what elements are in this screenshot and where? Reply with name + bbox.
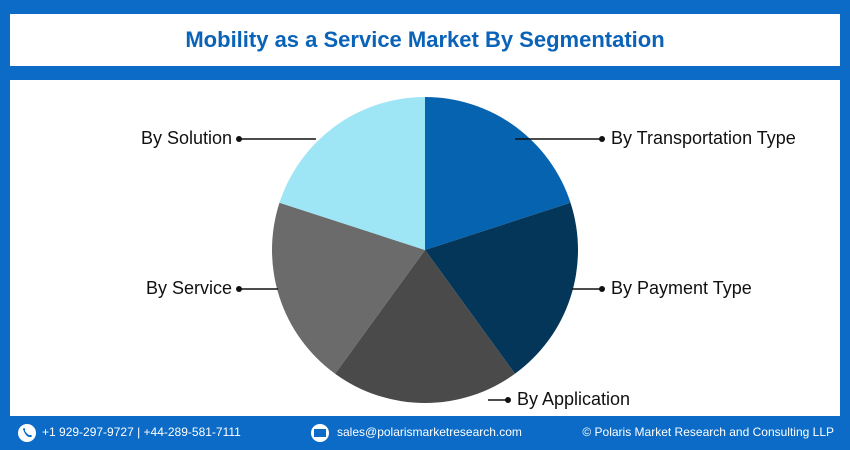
pie-slice xyxy=(425,202,578,374)
pie: By Transportation Type By Payment Type By … xyxy=(141,97,796,409)
slice-label: By Application xyxy=(517,389,630,409)
leader-dot xyxy=(236,286,242,292)
pie-slice xyxy=(279,97,425,250)
pie-slice xyxy=(425,97,571,250)
phone-glyph xyxy=(23,428,32,438)
slice-label: By Payment Type xyxy=(611,278,752,298)
pie-slice xyxy=(272,202,425,374)
leader-dot xyxy=(599,286,605,292)
footer-phone: +1 929-297-9727 | +44-289-581-7111 xyxy=(42,425,241,439)
title-box xyxy=(10,14,840,66)
slice-label: By Transportation Type xyxy=(611,128,796,148)
chart-title: Mobility as a Service Market By Segmenta… xyxy=(185,27,664,52)
phone-icon xyxy=(18,424,36,442)
footer-copyright: © Polaris Market Research and Consulting… xyxy=(582,425,834,439)
email-glyph xyxy=(314,429,326,437)
leader-dot xyxy=(505,397,511,403)
pie-slice xyxy=(335,250,515,404)
slice-label: By Solution xyxy=(141,128,232,148)
leader-dot xyxy=(236,136,242,142)
slice-label: By Service xyxy=(146,278,232,298)
leader-dot xyxy=(599,136,605,142)
footer-email: sales@polarismarketresearch.com xyxy=(337,425,522,439)
